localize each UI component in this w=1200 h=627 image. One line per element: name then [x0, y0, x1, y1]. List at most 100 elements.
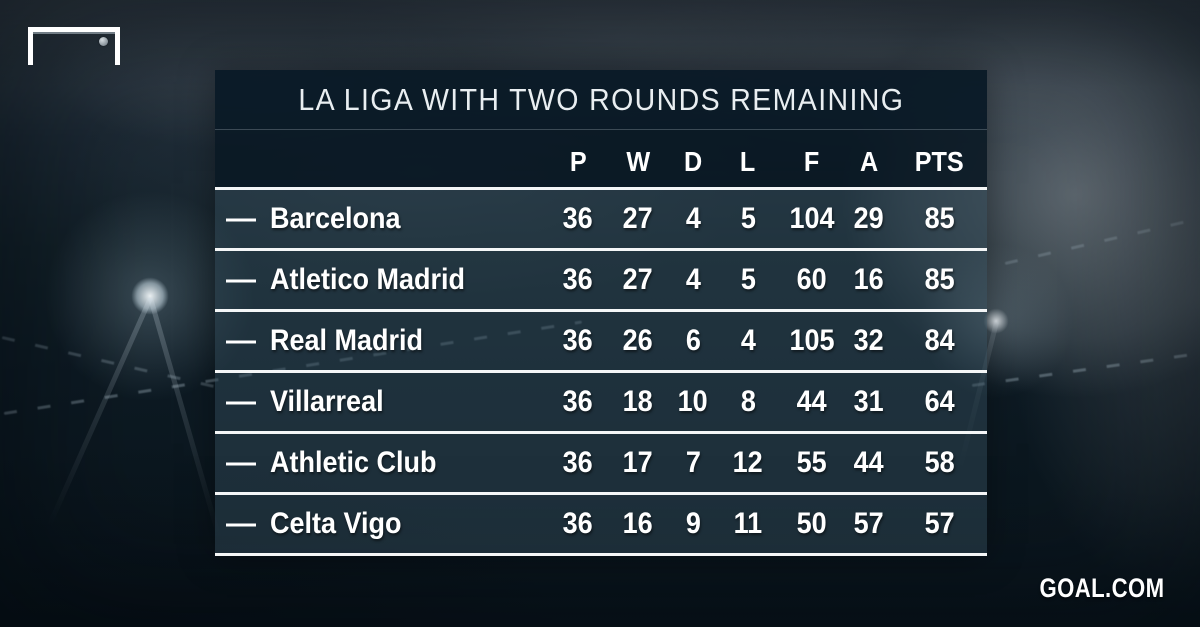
team-name: Celta Vigo	[270, 507, 402, 540]
stat-value: 36	[562, 324, 594, 357]
stat-value: 26	[622, 324, 654, 357]
stat-cell-won: 18	[608, 385, 668, 419]
team-name-wrap: Atletico Madrid	[270, 263, 548, 297]
column-header-pts: PTS	[914, 145, 965, 177]
column-header-a: A	[859, 145, 879, 177]
stat-value: 9	[685, 507, 701, 540]
stat-cell-lost: 11	[718, 507, 778, 541]
stat-value: 31	[853, 385, 885, 418]
stat-cell-drawn: 10	[668, 385, 718, 419]
stat-cell-against: 29	[846, 202, 892, 236]
stat-cell-played: 36	[548, 263, 608, 297]
team-name: Atletico Madrid	[270, 263, 466, 296]
stat-cell-played: 36	[548, 324, 608, 358]
stat-value: 27	[622, 202, 654, 235]
team-name-wrap: Celta Vigo	[270, 507, 548, 541]
team-name-wrap: Real Madrid	[270, 324, 548, 358]
stat-value: 5	[740, 202, 756, 235]
column-header-w: W	[626, 145, 650, 177]
goal-crossbar-shadow	[33, 32, 115, 34]
stat-value: 6	[685, 324, 701, 357]
table-row: — Athletic Club 36 17 7 12 55 44 58	[215, 434, 987, 495]
stat-cell-for: 55	[778, 446, 846, 480]
stat-value: 105	[789, 324, 835, 357]
stat-cell-against: 44	[846, 446, 892, 480]
stat-cell-for: 60	[778, 263, 846, 297]
stat-value: 64	[924, 385, 955, 418]
stat-cell-lost: 5	[718, 202, 778, 236]
stat-cell-won: 17	[608, 446, 668, 480]
team-name-wrap: Athletic Club	[270, 446, 548, 480]
stat-value: 36	[562, 263, 594, 296]
stat-cell-played: 36	[548, 507, 608, 541]
stat-cell-for: 105	[778, 324, 846, 358]
stat-value: 58	[924, 446, 955, 479]
team-name: Barcelona	[270, 202, 401, 235]
table-row: — Celta Vigo 36 16 9 11 50 57 57	[215, 495, 987, 556]
stat-value: 29	[853, 202, 885, 235]
stat-value: 104	[789, 202, 835, 235]
stat-value: 50	[796, 507, 828, 540]
stat-cell-points: 84	[892, 324, 987, 358]
stat-value: 4	[685, 202, 701, 235]
stat-cell-for: 104	[778, 202, 846, 236]
table-title: LA LIGA WITH TWO ROUNDS REMAINING	[298, 81, 904, 117]
stat-value: 16	[853, 263, 885, 296]
stat-value: 36	[562, 507, 594, 540]
team-name: Real Madrid	[270, 324, 424, 357]
stat-value: 16	[622, 507, 654, 540]
stat-value: 7	[685, 446, 701, 479]
table-row: — Real Madrid 36 26 6 4 105 32 84	[215, 312, 987, 373]
stat-cell-won: 16	[608, 507, 668, 541]
team-name-wrap: Villarreal	[270, 385, 548, 419]
table-header-row: P W D L F A PTS	[215, 130, 987, 190]
stat-cell-drawn: 7	[668, 446, 718, 480]
table-title-bar: LA LIGA WITH TWO ROUNDS REMAINING	[215, 70, 987, 130]
stat-cell-played: 36	[548, 385, 608, 419]
stat-cell-drawn: 9	[668, 507, 718, 541]
stat-cell-played: 36	[548, 202, 608, 236]
stat-value: 12	[732, 446, 764, 479]
stat-cell-played: 36	[548, 446, 608, 480]
stat-cell-against: 16	[846, 263, 892, 297]
stat-value: 18	[622, 385, 654, 418]
stat-cell-against: 57	[846, 507, 892, 541]
stat-cell-drawn: 4	[668, 263, 718, 297]
stat-cell-points: 85	[892, 263, 987, 297]
column-header-f: F	[804, 145, 820, 177]
stat-value: 85	[924, 263, 955, 296]
column-header-d: D	[683, 145, 703, 177]
stat-cell-lost: 8	[718, 385, 778, 419]
table-row: — Barcelona 36 27 4 5 104 29 85	[215, 190, 987, 251]
stat-value: 84	[924, 324, 955, 357]
stat-cell-won: 27	[608, 202, 668, 236]
ball-icon	[99, 37, 108, 46]
stat-value: 17	[622, 446, 654, 479]
stat-cell-for: 44	[778, 385, 846, 419]
stat-value: 11	[733, 507, 763, 540]
team-name: Athletic Club	[270, 446, 437, 479]
goal-frame-icon	[28, 27, 120, 65]
stat-cell-points: 64	[892, 385, 987, 419]
stat-cell-points: 57	[892, 507, 987, 541]
stat-value: 57	[853, 507, 885, 540]
table-body: — Barcelona 36 27 4 5 104 29 85 — Atleti…	[215, 190, 987, 556]
stat-value: 32	[853, 324, 885, 357]
column-header-l: L	[740, 145, 756, 177]
column-header-p: P	[569, 145, 587, 177]
stat-cell-points: 85	[892, 202, 987, 236]
stat-cell-lost: 4	[718, 324, 778, 358]
league-table: LA LIGA WITH TWO ROUNDS REMAINING P W D L F A…	[215, 70, 987, 556]
team-name: Villarreal	[270, 385, 384, 418]
stat-cell-against: 32	[846, 324, 892, 358]
stat-value: 55	[796, 446, 828, 479]
stat-value: 4	[685, 263, 701, 296]
stat-cell-drawn: 4	[668, 202, 718, 236]
team-name-wrap: Barcelona	[270, 202, 548, 236]
stat-value: 27	[622, 263, 654, 296]
stat-value: 36	[562, 385, 594, 418]
stat-value: 10	[677, 385, 709, 418]
stat-value: 5	[740, 263, 756, 296]
stat-value: 8	[740, 385, 756, 418]
